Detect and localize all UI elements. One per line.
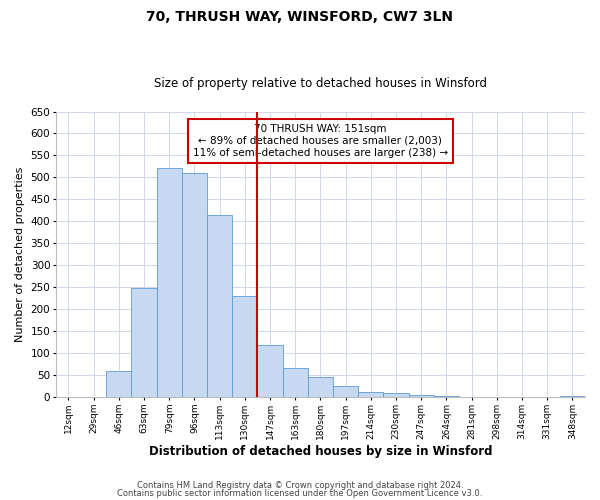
Bar	[434, 396, 459, 397]
Title: Size of property relative to detached houses in Winsford: Size of property relative to detached ho…	[154, 76, 487, 90]
Bar	[283, 368, 308, 397]
Bar	[106, 370, 131, 397]
Text: 70, THRUSH WAY, WINSFORD, CW7 3LN: 70, THRUSH WAY, WINSFORD, CW7 3LN	[146, 10, 454, 24]
Bar	[257, 345, 283, 397]
Bar	[131, 288, 157, 397]
Bar	[383, 394, 409, 397]
Bar	[409, 396, 434, 397]
Bar	[182, 173, 207, 397]
Bar	[232, 296, 257, 397]
Bar	[157, 168, 182, 397]
Y-axis label: Number of detached properties: Number of detached properties	[15, 166, 25, 342]
Text: Contains HM Land Registry data © Crown copyright and database right 2024.: Contains HM Land Registry data © Crown c…	[137, 481, 463, 490]
Text: 70 THRUSH WAY: 151sqm
← 89% of detached houses are smaller (2,003)
11% of semi-d: 70 THRUSH WAY: 151sqm ← 89% of detached …	[193, 124, 448, 158]
Bar	[308, 377, 333, 397]
Bar	[333, 386, 358, 397]
Bar	[358, 392, 383, 397]
X-axis label: Distribution of detached houses by size in Winsford: Distribution of detached houses by size …	[149, 444, 492, 458]
Text: Contains public sector information licensed under the Open Government Licence v3: Contains public sector information licen…	[118, 488, 482, 498]
Bar	[560, 396, 585, 397]
Bar	[207, 214, 232, 397]
